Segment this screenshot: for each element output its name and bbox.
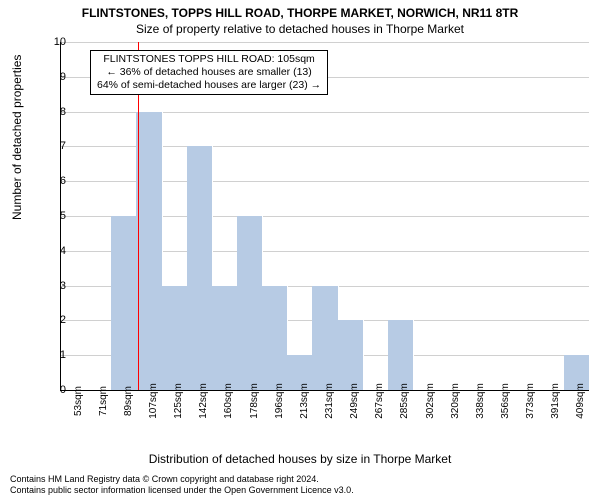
histogram-bar [237, 216, 263, 390]
x-tick-label: 178sqm [249, 383, 260, 419]
y-tick-label: 1 [36, 349, 66, 361]
histogram-bar [187, 146, 213, 390]
x-tick-label: 373sqm [525, 383, 536, 419]
histogram-bar [312, 286, 338, 390]
x-axis-label: Distribution of detached houses by size … [0, 452, 600, 466]
y-tick-label: 8 [36, 106, 66, 118]
histogram-bar [162, 286, 188, 390]
annotation-line: FLINTSTONES TOPPS HILL ROAD: 105sqm [97, 53, 321, 66]
y-tick-label: 4 [36, 245, 66, 257]
y-tick-label: 0 [36, 384, 66, 396]
histogram-bar [338, 320, 364, 390]
x-tick-label: 409sqm [575, 383, 586, 419]
x-tick-label: 285sqm [399, 383, 410, 419]
x-tick-label: 249sqm [349, 383, 360, 419]
y-tick-label: 9 [36, 71, 66, 83]
annotation-box: FLINTSTONES TOPPS HILL ROAD: 105sqm← 36%… [90, 50, 328, 95]
x-tick-label: 196sqm [274, 383, 285, 419]
x-tick-label: 125sqm [173, 383, 184, 419]
chart-title-main: FLINTSTONES, TOPPS HILL ROAD, THORPE MAR… [0, 6, 600, 20]
x-tick-label: 107sqm [148, 383, 159, 419]
footer-attribution: Contains HM Land Registry data © Crown c… [10, 474, 354, 496]
y-tick-label: 10 [36, 36, 66, 48]
y-tick-label: 5 [36, 210, 66, 222]
x-tick-label: 142sqm [198, 383, 209, 419]
x-tick-label: 89sqm [123, 386, 134, 416]
histogram-bar [262, 286, 288, 390]
y-axis-label: Number of detached properties [10, 55, 24, 220]
x-tick-label: 71sqm [98, 386, 109, 416]
x-tick-label: 338sqm [475, 383, 486, 419]
annotation-line: ← 36% of detached houses are smaller (13… [97, 66, 321, 79]
x-tick-label: 53sqm [73, 386, 84, 416]
footer-line1: Contains HM Land Registry data © Crown c… [10, 474, 354, 485]
grid-line [61, 42, 589, 43]
x-tick-label: 302sqm [425, 383, 436, 419]
x-tick-label: 213sqm [299, 383, 310, 419]
x-tick-label: 356sqm [500, 383, 511, 419]
chart-container: FLINTSTONES, TOPPS HILL ROAD, THORPE MAR… [0, 0, 600, 500]
x-tick-label: 267sqm [374, 383, 385, 419]
x-tick-label: 320sqm [450, 383, 461, 419]
histogram-bar [136, 112, 162, 390]
y-tick-label: 7 [36, 140, 66, 152]
y-tick-label: 2 [36, 314, 66, 326]
footer-line2: Contains public sector information licen… [10, 485, 354, 496]
x-tick-label: 391sqm [550, 383, 561, 419]
histogram-bar [111, 216, 137, 390]
histogram-bar [388, 320, 414, 390]
y-tick-label: 3 [36, 280, 66, 292]
histogram-bar [212, 286, 238, 390]
chart-title-sub: Size of property relative to detached ho… [0, 22, 600, 36]
annotation-line: 64% of semi-detached houses are larger (… [97, 79, 321, 92]
x-tick-label: 160sqm [223, 383, 234, 419]
x-tick-label: 231sqm [324, 383, 335, 419]
y-tick-label: 6 [36, 175, 66, 187]
